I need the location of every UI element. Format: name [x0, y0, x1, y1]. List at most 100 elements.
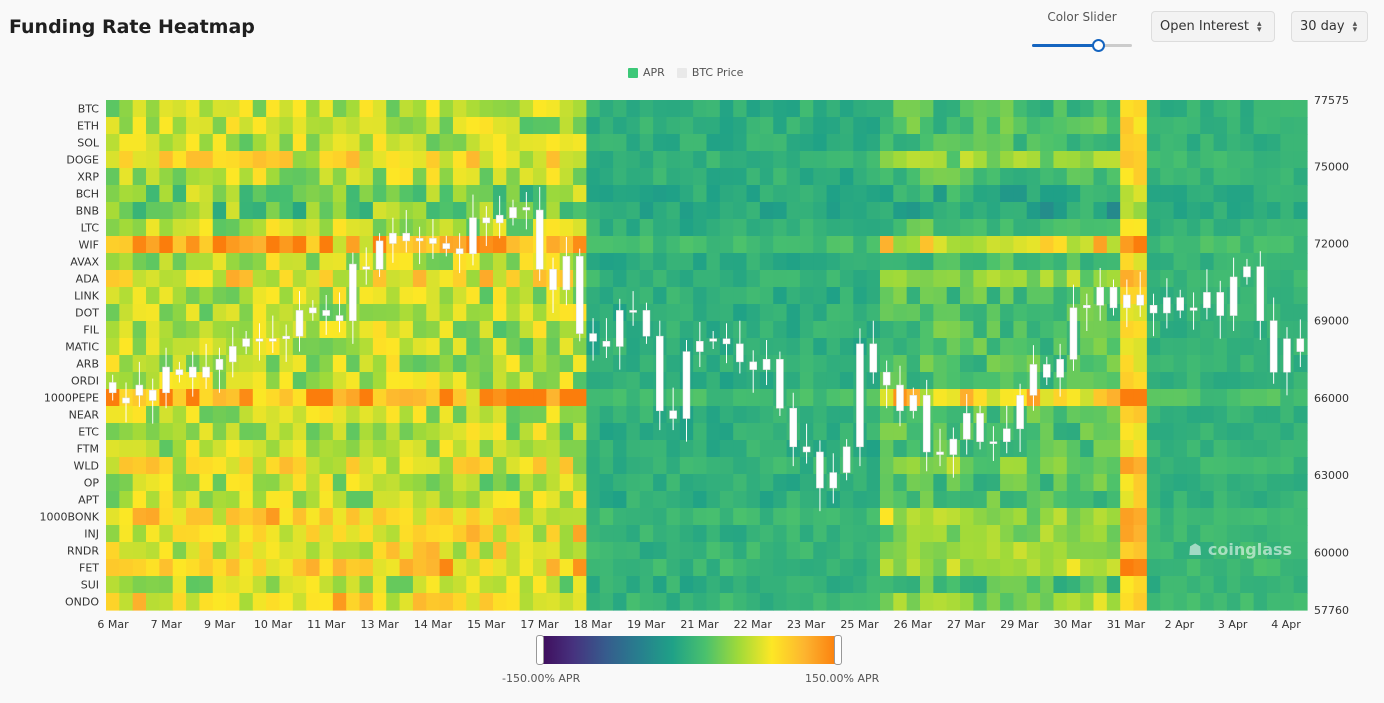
- heatmap-cell: [559, 134, 574, 152]
- heatmap-cell: [559, 559, 574, 577]
- heatmap-cell: [759, 202, 774, 220]
- heatmap-cell: [399, 355, 414, 373]
- metric-select-value: Open Interest: [1160, 19, 1249, 34]
- heatmap-cell: [933, 491, 948, 509]
- legend-item-btc-price[interactable]: BTC Price: [676, 66, 743, 79]
- heatmap-cell: [786, 491, 801, 509]
- heatmap-cell: [492, 134, 507, 152]
- legend-item-apr[interactable]: APR: [628, 66, 665, 79]
- heatmap-cell: [372, 406, 387, 424]
- heatmap-cell: [1226, 168, 1241, 186]
- heatmap-cell: [559, 389, 574, 407]
- heatmap-cell: [106, 457, 120, 475]
- heatmap-cell: [466, 321, 481, 339]
- heatmap-cell: [1013, 321, 1028, 339]
- heatmap-cell: [439, 219, 454, 237]
- heatmap-cell: [853, 287, 868, 305]
- x-tick-label: 27 Mar: [947, 618, 986, 631]
- colorbar-min-handle[interactable]: [536, 635, 544, 665]
- heatmap-cell: [639, 253, 654, 271]
- heatmap-cell: [1093, 542, 1108, 560]
- heatmap-cell: [1266, 151, 1281, 169]
- heatmap-cell: [853, 559, 868, 577]
- heatmap-cell: [119, 202, 134, 220]
- heatmap-cell: [546, 576, 561, 594]
- heatmap-cell: [1226, 542, 1241, 560]
- heatmap-cell: [479, 117, 494, 135]
- heatmap-cell: [466, 134, 481, 152]
- heatmap-cell: [1280, 593, 1295, 611]
- heatmap-cell: [639, 219, 654, 237]
- heatmap-cell: [266, 525, 281, 543]
- heatmap-cell: [599, 202, 614, 220]
- heatmap-cell: [693, 474, 708, 492]
- heatmap-cell: [666, 457, 681, 475]
- heatmap-cell: [960, 321, 974, 339]
- color-slider[interactable]: Color Slider: [1030, 8, 1134, 52]
- heatmap-cell: [893, 202, 908, 220]
- heatmap-cell: [733, 287, 748, 305]
- heatmap-cell: [1186, 253, 1201, 271]
- heatmap-cell: [1240, 559, 1255, 577]
- period-select[interactable]: 30 day ▴ ▾: [1291, 11, 1368, 42]
- heatmap-cell: [573, 117, 587, 135]
- heatmap-cell: [733, 423, 748, 441]
- heatmap-cell: [439, 321, 454, 339]
- heatmap-cell: [759, 559, 774, 577]
- heatmap-cell: [533, 287, 547, 305]
- heatmap-cell: [212, 168, 227, 186]
- x-tick-label: 14 Mar: [414, 618, 453, 631]
- color-slider-thumb[interactable]: [1092, 39, 1105, 52]
- color-slider-track[interactable]: [1032, 39, 1132, 52]
- heatmap-cell: [372, 440, 387, 458]
- heatmap-cell: [1040, 508, 1055, 526]
- x-tick-label: 21 Mar: [680, 618, 719, 631]
- heatmap-cell: [853, 593, 868, 611]
- heatmap-cell: [1200, 338, 1215, 356]
- colorbar-max-handle[interactable]: [834, 635, 842, 665]
- heatmap-cell: [826, 304, 841, 322]
- heatmap-cell: [1146, 491, 1161, 509]
- heatmap-cell: [1253, 491, 1268, 509]
- heatmap-cell: [1000, 542, 1015, 560]
- heatmap-cell: [986, 202, 1001, 220]
- heatmap-cell: [212, 287, 227, 305]
- heatmap-cell: [172, 525, 187, 543]
- heatmap-cell: [960, 474, 974, 492]
- candle-body: [962, 413, 971, 440]
- heatmap-cell: [1280, 440, 1295, 458]
- heatmap-cell: [920, 287, 934, 305]
- heatmap-cell: [1240, 304, 1255, 322]
- heatmap-cell: [359, 355, 374, 373]
- heatmap-cell: [1293, 508, 1308, 526]
- heatmap-cell: [1040, 491, 1055, 509]
- heatmap-cell: [506, 406, 521, 424]
- heatmap-cell: [1240, 202, 1255, 220]
- heatmap-cell: [132, 117, 147, 135]
- heatmap-cell: [1226, 389, 1241, 407]
- heatmap-cell: [920, 321, 934, 339]
- heatmap-cell: [252, 287, 267, 305]
- heatmap-cell: [826, 525, 841, 543]
- heatmap-cell: [893, 236, 908, 254]
- heatmap-cell: [1213, 406, 1228, 424]
- x-tick-label: 11 Mar: [307, 618, 346, 631]
- heatmap-cell: [172, 321, 187, 339]
- metric-select[interactable]: Open Interest ▴ ▾: [1151, 11, 1275, 42]
- heatmap-cell: [1013, 185, 1028, 203]
- heatmap-cell: [586, 508, 601, 526]
- heatmap-cell: [359, 491, 374, 509]
- candle-body: [1216, 292, 1225, 316]
- heatmap-cell: [719, 525, 734, 543]
- heatmap-cell: [212, 219, 227, 237]
- heatmap-cell: [1000, 151, 1015, 169]
- heatmap-cell: [879, 338, 894, 356]
- heatmap-cell: [960, 202, 974, 220]
- heatmap-cell: [1173, 474, 1188, 492]
- heatmap-cell: [1106, 508, 1121, 526]
- heatmap-cell: [426, 372, 441, 390]
- heatmap-cell: [359, 576, 374, 594]
- heatmap-cell: [706, 389, 721, 407]
- heatmap-cell: [1226, 355, 1241, 373]
- heatmap-cell: [426, 576, 441, 594]
